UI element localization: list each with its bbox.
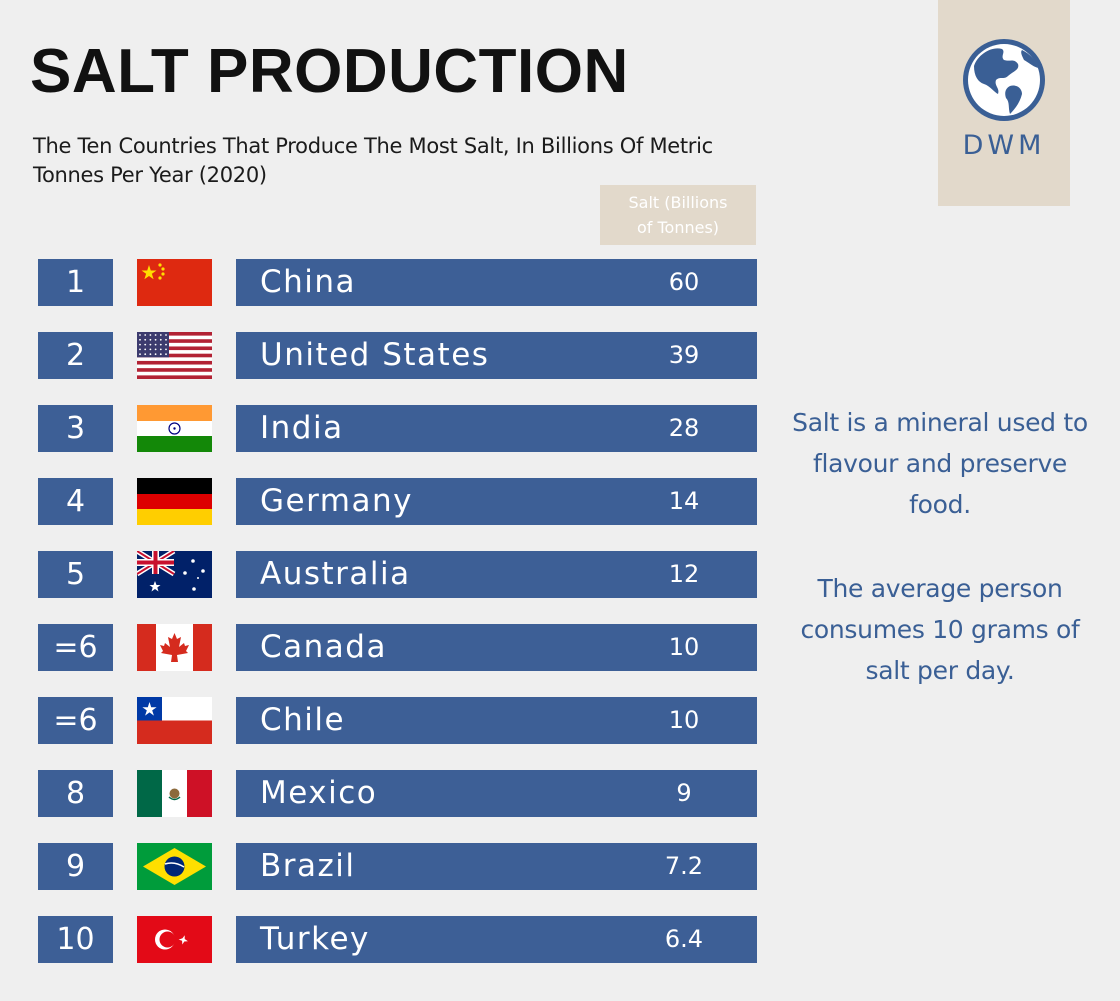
rank-label: 10 (38, 916, 113, 963)
table-row: 4 Germany 14 (0, 478, 760, 525)
country-bar: Turkey 6.4 (236, 916, 757, 963)
germany-flag-icon (137, 478, 212, 525)
rank-label: 3 (38, 405, 113, 452)
value-label: 39 (668, 341, 700, 369)
globe-icon (963, 39, 1045, 121)
table-row: 3 India 28 (0, 405, 760, 452)
table-row: 10 Turkey 6.4 (0, 916, 760, 963)
country-bar: Germany 14 (236, 478, 757, 525)
country-bar: Canada 10 (236, 624, 757, 671)
country-label: Brazil (260, 848, 356, 884)
page-subtitle: The Ten Countries That Produce The Most … (33, 134, 713, 187)
table-row: 8 Mexico 9 (0, 770, 760, 817)
value-label: 10 (668, 706, 700, 734)
india-flag-icon (137, 405, 212, 452)
value-label: 12 (668, 560, 700, 588)
rank-label: 5 (38, 551, 113, 598)
page-title: SALT PRODUCTION (30, 37, 629, 106)
country-bar: Mexico 9 (236, 770, 757, 817)
fact-average-consumption: The average person consumes 10 grams of … (800, 574, 1080, 685)
column-header-line1: Salt (Billions (628, 193, 728, 212)
table-row: 1 China 60 (0, 259, 760, 306)
value-label: 14 (668, 487, 700, 515)
country-label: United States (260, 337, 490, 373)
country-label: Turkey (260, 921, 370, 957)
country-label: Australia (260, 556, 411, 592)
usa-flag-icon (137, 332, 212, 379)
table-row: 2 United States 39 (0, 332, 760, 379)
country-label: China (260, 264, 357, 300)
country-bar: India 28 (236, 405, 757, 452)
country-label: Canada (260, 629, 387, 665)
country-bar: Brazil 7.2 (236, 843, 757, 890)
country-label: Mexico (260, 775, 378, 811)
country-bar: Australia 12 (236, 551, 757, 598)
rank-label: 9 (38, 843, 113, 890)
turkey-flag-icon (137, 916, 212, 963)
country-label: India (260, 410, 344, 446)
rank-label: =6 (38, 624, 113, 671)
value-label: 60 (668, 268, 700, 296)
value-label: 7.2 (664, 852, 704, 880)
rank-label: =6 (38, 697, 113, 744)
country-bar: China 60 (236, 259, 757, 306)
brand-logo: DWM (938, 0, 1070, 206)
value-label: 6.4 (664, 925, 704, 953)
value-label: 10 (668, 633, 700, 661)
rank-label: 8 (38, 770, 113, 817)
table-row: =6 Canada 10 (0, 624, 760, 671)
country-label: Germany (260, 483, 413, 519)
table-row: 5 Australia 12 (0, 551, 760, 598)
australia-flag-icon (137, 551, 212, 598)
china-flag-icon (137, 259, 212, 306)
value-label: 28 (668, 414, 700, 442)
column-header: Salt (Billions of Tonnes) (600, 185, 756, 245)
country-label: Chile (260, 702, 346, 738)
column-header-line2: of Tonnes) (636, 218, 720, 237)
brand-logo-text: DWM (962, 130, 1046, 161)
table-row: 9 Brazil 7.2 (0, 843, 760, 890)
value-label: 9 (676, 779, 692, 807)
rank-label: 1 (38, 259, 113, 306)
country-bar: United States 39 (236, 332, 757, 379)
chile-flag-icon (137, 697, 212, 744)
fact-salt-mineral: Salt is a mineral used to flavour and pr… (792, 408, 1088, 519)
brazil-flag-icon (137, 843, 212, 890)
rank-label: 2 (38, 332, 113, 379)
canada-flag-icon (137, 624, 212, 671)
table-row: =6 Chile 10 (0, 697, 760, 744)
country-bar: Chile 10 (236, 697, 757, 744)
rank-label: 4 (38, 478, 113, 525)
mexico-flag-icon (137, 770, 212, 817)
